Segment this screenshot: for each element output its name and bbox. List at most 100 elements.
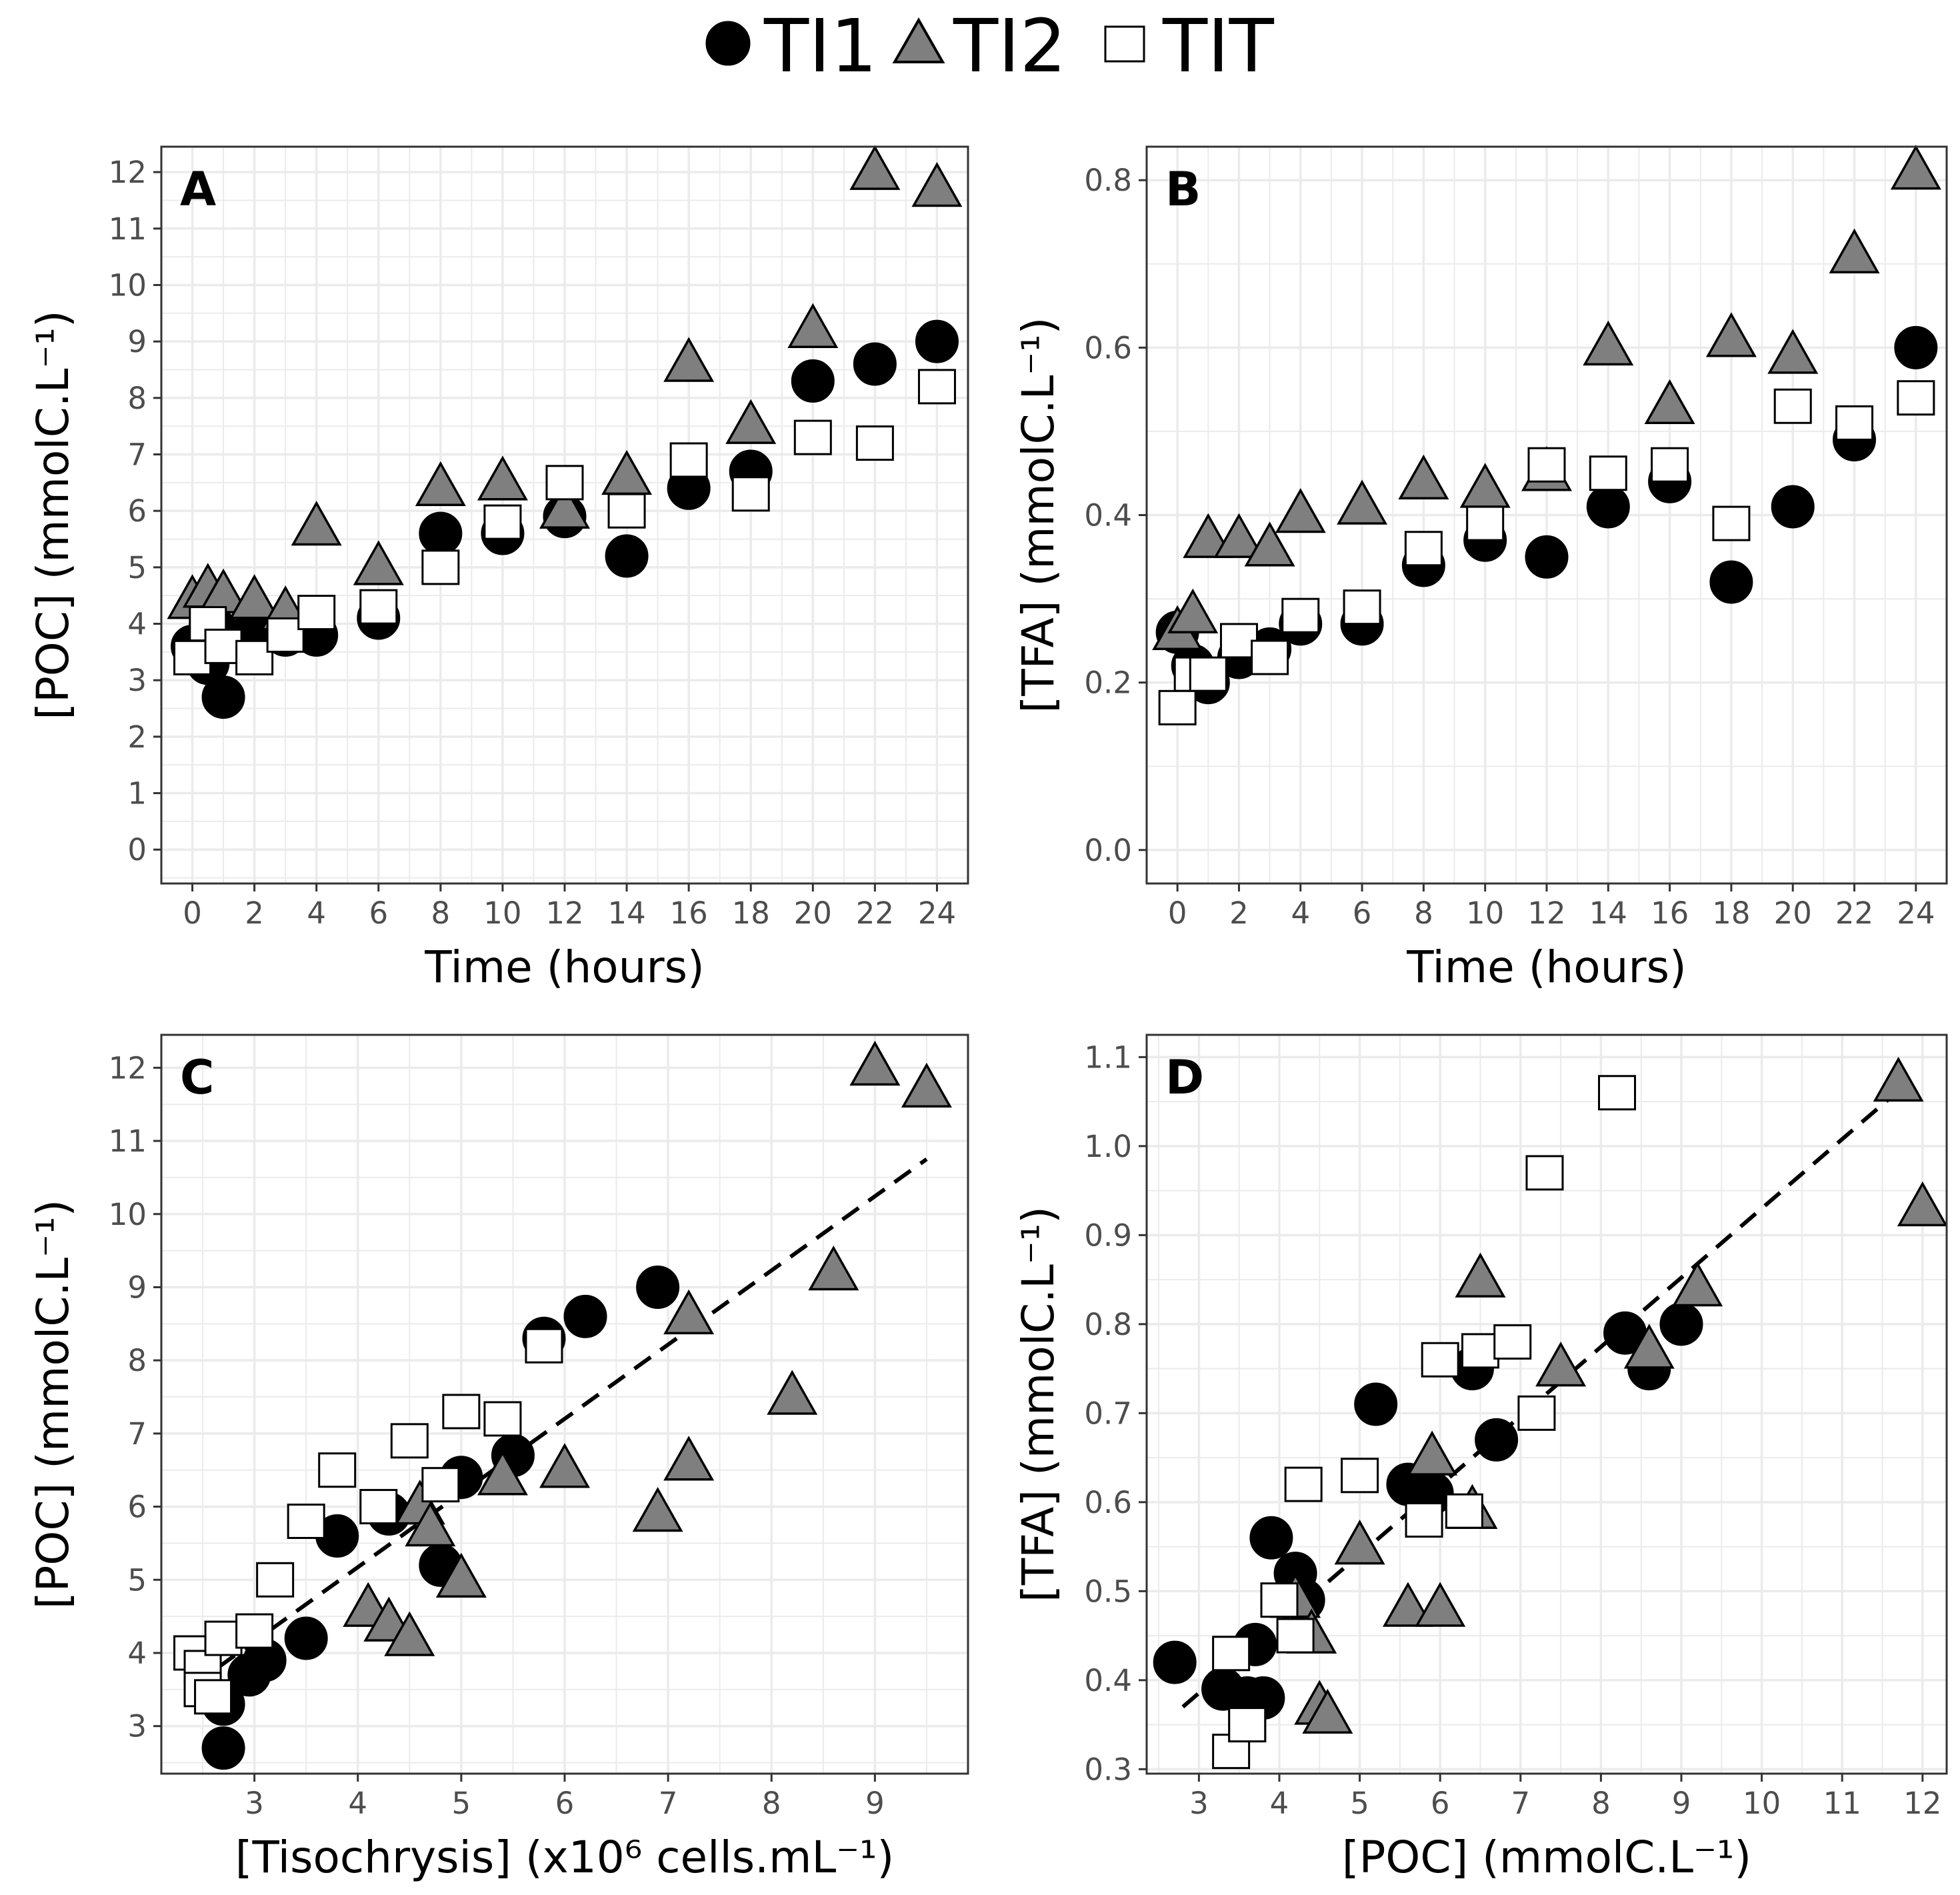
data-point-tit bbox=[256, 1562, 295, 1598]
y-tick-label: 0.6 bbox=[1084, 330, 1132, 365]
data-point-ti1 bbox=[284, 1616, 328, 1660]
x-tick-label: 7 bbox=[1511, 1786, 1530, 1821]
data-point-tit bbox=[1158, 689, 1197, 725]
y-axis-title: [TFA] (mmolC.L⁻¹) bbox=[1013, 1206, 1064, 1602]
x-tick-label: 4 bbox=[348, 1786, 367, 1821]
x-tick-label: 12 bbox=[545, 895, 583, 931]
data-point-ti2 bbox=[663, 1436, 715, 1481]
data-point-ti2 bbox=[1398, 454, 1449, 500]
y-tick-label: 2 bbox=[127, 719, 147, 755]
panel-c: 3 4 5 6 7 8 9 3 4 5 6 7 8 9 10 11 12 C [Tisochrysis] (x10⁶… bbox=[27, 1034, 969, 1883]
data-point-ti2 bbox=[1873, 1056, 1924, 1102]
data-point-tit bbox=[1260, 1582, 1299, 1618]
data-point-ti2 bbox=[1167, 588, 1219, 633]
x-tick-label: 10 bbox=[483, 895, 521, 931]
x-tick-label: 3 bbox=[245, 1786, 264, 1821]
data-point-ti2 bbox=[1415, 1582, 1466, 1627]
y-tick-label: 0.5 bbox=[1084, 1574, 1132, 1609]
x-tick-label: 20 bbox=[1774, 895, 1812, 931]
data-point-tit bbox=[1421, 1342, 1459, 1378]
data-point-ti2 bbox=[1244, 521, 1295, 567]
data-point-ti1 bbox=[853, 342, 897, 386]
x-tick-label: 24 bbox=[918, 895, 956, 931]
y-tick-label: 3 bbox=[127, 663, 147, 698]
data-point-ti1 bbox=[1771, 485, 1815, 529]
data-point-tit bbox=[1517, 1395, 1556, 1431]
x-tick-label: 10 bbox=[1743, 1786, 1781, 1821]
data-point-tit bbox=[194, 1679, 233, 1715]
data-point-ti1 bbox=[201, 675, 245, 719]
x-tick-label: 6 bbox=[369, 895, 388, 931]
data-point-tit bbox=[1712, 505, 1751, 541]
data-point-tit bbox=[1341, 1458, 1379, 1494]
y-tick-label: 7 bbox=[127, 437, 147, 472]
data-point-ti2 bbox=[1897, 1181, 1948, 1227]
data-point-ti2 bbox=[1275, 487, 1326, 533]
data-point-tit bbox=[1281, 597, 1320, 633]
panel-letter: A bbox=[180, 162, 216, 217]
x-tick-label: 24 bbox=[1897, 895, 1935, 931]
data-point-ti1 bbox=[1586, 485, 1630, 529]
data-point-ti2 bbox=[415, 461, 466, 507]
data-point-ti1 bbox=[1475, 1418, 1519, 1462]
x-tick-label: 20 bbox=[794, 895, 832, 931]
data-point-tit bbox=[669, 442, 708, 478]
y-tick-label: 0.2 bbox=[1084, 665, 1132, 701]
trendline bbox=[191, 1158, 928, 1688]
x-axis-title: [POC] (mmolC.L⁻¹) bbox=[1342, 1832, 1751, 1883]
data-point-ti2 bbox=[1672, 1261, 1723, 1307]
data-point-tit bbox=[1405, 1502, 1443, 1538]
data-point-tit bbox=[442, 1394, 481, 1430]
x-tick-label: 22 bbox=[1835, 895, 1873, 931]
data-point-tit bbox=[1212, 1636, 1251, 1672]
data-point-ti2 bbox=[808, 1245, 859, 1291]
data-point-ti2 bbox=[384, 1611, 435, 1656]
x-tick-label: 8 bbox=[1414, 895, 1433, 931]
data-point-ti2 bbox=[1407, 1430, 1458, 1476]
data-point-ti2 bbox=[1183, 513, 1234, 558]
data-point-tit bbox=[359, 589, 398, 625]
data-point-tit bbox=[1251, 639, 1289, 675]
data-point-tit bbox=[483, 504, 522, 540]
data-point-ti2 bbox=[725, 399, 777, 444]
data-point-ti2 bbox=[632, 1486, 683, 1532]
y-tick-label: 4 bbox=[127, 606, 147, 641]
x-tick-label: 16 bbox=[1651, 895, 1689, 931]
y-tick-label: 0.0 bbox=[1084, 833, 1132, 868]
y-tick-label: 10 bbox=[109, 267, 147, 303]
data-point-ti2 bbox=[353, 540, 404, 585]
data-point-tit bbox=[318, 1452, 357, 1488]
x-tick-label: 7 bbox=[659, 1786, 678, 1821]
data-point-tit bbox=[483, 1401, 522, 1437]
legend-marker-tit bbox=[1104, 25, 1145, 63]
data-point-ti1 bbox=[1659, 1302, 1703, 1346]
data-point-ti2 bbox=[1623, 1324, 1675, 1369]
data-point-ti2 bbox=[767, 1370, 818, 1415]
x-tick-label: 16 bbox=[670, 895, 708, 931]
data-point-tit bbox=[421, 1467, 460, 1503]
data-point-ti2 bbox=[1213, 513, 1265, 558]
data-point-tit bbox=[359, 1489, 398, 1525]
panel-border bbox=[160, 145, 969, 885]
data-point-ti2 bbox=[911, 161, 963, 207]
data-point-ti2 bbox=[663, 1289, 715, 1335]
data-point-tit bbox=[1493, 1324, 1532, 1360]
data-point-ti2 bbox=[229, 574, 280, 619]
data-point-ti1 bbox=[605, 534, 649, 578]
y-tick-label: 8 bbox=[127, 1343, 147, 1378]
x-axis-title: Time (hours) bbox=[1406, 941, 1687, 993]
x-tick-label: 0 bbox=[183, 895, 202, 931]
data-point-ti1 bbox=[1354, 1382, 1398, 1426]
panel-d: 3 4 5 6 7 8 9 10 11 12 0.3 0.4 0.5 0.6 0.7 0.8 0.9 1.0 1.1… bbox=[1013, 1034, 1948, 1883]
data-point-ti2 bbox=[1890, 145, 1941, 190]
data-point-tit bbox=[855, 425, 894, 461]
data-point-ti1 bbox=[1525, 535, 1569, 579]
data-point-tit bbox=[1284, 1466, 1323, 1502]
panel-border bbox=[160, 1034, 969, 1775]
data-point-ti2 bbox=[291, 500, 342, 546]
x-tick-label: 6 bbox=[1431, 1786, 1450, 1821]
data-point-ti2 bbox=[849, 1040, 901, 1086]
data-point-ti2 bbox=[477, 1450, 528, 1496]
data-point-tit bbox=[1525, 1155, 1564, 1191]
